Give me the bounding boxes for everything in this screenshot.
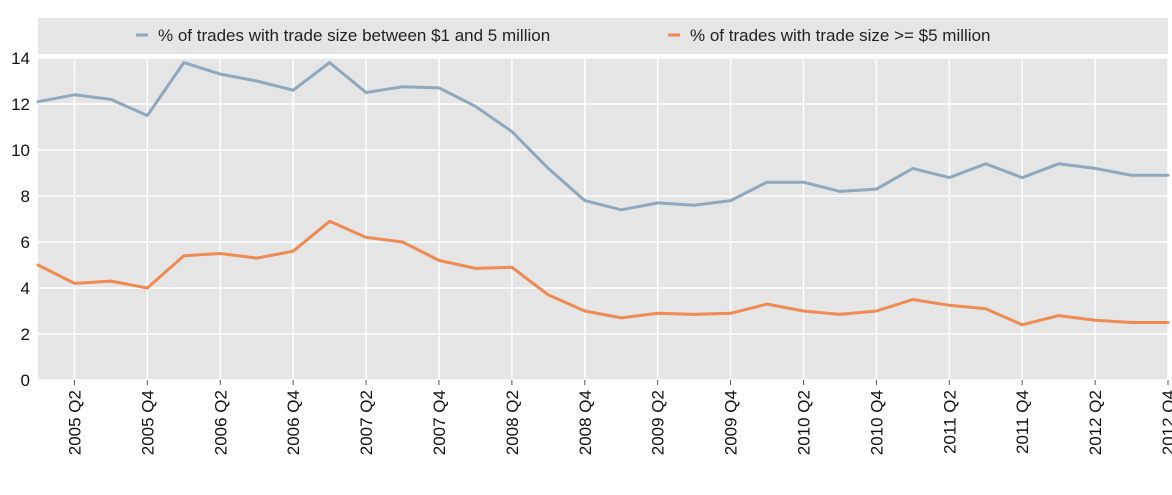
x-tick-label: 2012 Q2: [1086, 390, 1105, 455]
legend-label-series-1: % of trades with trade size between $1 a…: [158, 26, 550, 45]
x-tick-label: 2008 Q4: [576, 390, 595, 455]
x-tick-label: 2010 Q4: [867, 390, 886, 455]
legend-background: [38, 18, 1168, 54]
x-tick-label: 2010 Q2: [794, 390, 813, 455]
y-tick-label: 4: [21, 279, 30, 298]
grid-lines: [38, 57, 1169, 385]
x-tick-label: 2005 Q4: [138, 390, 157, 455]
x-axis: 2005 Q2 2005 Q4 2006 Q2 2006 Q4 2007 Q2 2007 …: [65, 390, 1172, 455]
y-tick-label: 8: [21, 187, 30, 206]
y-tick-label: 12: [11, 95, 30, 114]
x-tick-label: 2011 Q4: [1013, 390, 1032, 454]
series-line-1: [36, 61, 1170, 212]
y-tick-label: 14: [11, 49, 30, 68]
series-line-2: [36, 219, 1170, 327]
x-tick-label: 2011 Q2: [940, 390, 959, 454]
y-tick-label: 2: [21, 325, 30, 344]
x-tick-label: 2009 Q2: [649, 390, 668, 455]
x-tick-label: 2006 Q2: [211, 390, 230, 455]
series-lines: [36, 61, 1170, 327]
x-tick-label: 2007 Q2: [357, 390, 376, 455]
x-tick-label: 2005 Q2: [65, 390, 84, 455]
legend-label-series-2: % of trades with trade size >= $5 millio…: [690, 26, 990, 45]
x-tick-label: 2008 Q2: [503, 390, 522, 455]
y-tick-label: 10: [11, 141, 30, 160]
y-tick-label: 6: [21, 233, 30, 252]
y-tick-label: 0: [21, 371, 30, 390]
plot-background: [38, 58, 1168, 380]
legend: % of trades with trade size between $1 a…: [136, 26, 990, 45]
x-tick-label: 2012 Q4: [1159, 390, 1172, 455]
x-tick-label: 2009 Q4: [722, 390, 741, 455]
x-tick-label: 2006 Q4: [284, 390, 303, 455]
y-axis: 0 2 4 6 8 10 12 14: [11, 49, 30, 390]
x-tick-label: 2007 Q4: [430, 390, 449, 455]
